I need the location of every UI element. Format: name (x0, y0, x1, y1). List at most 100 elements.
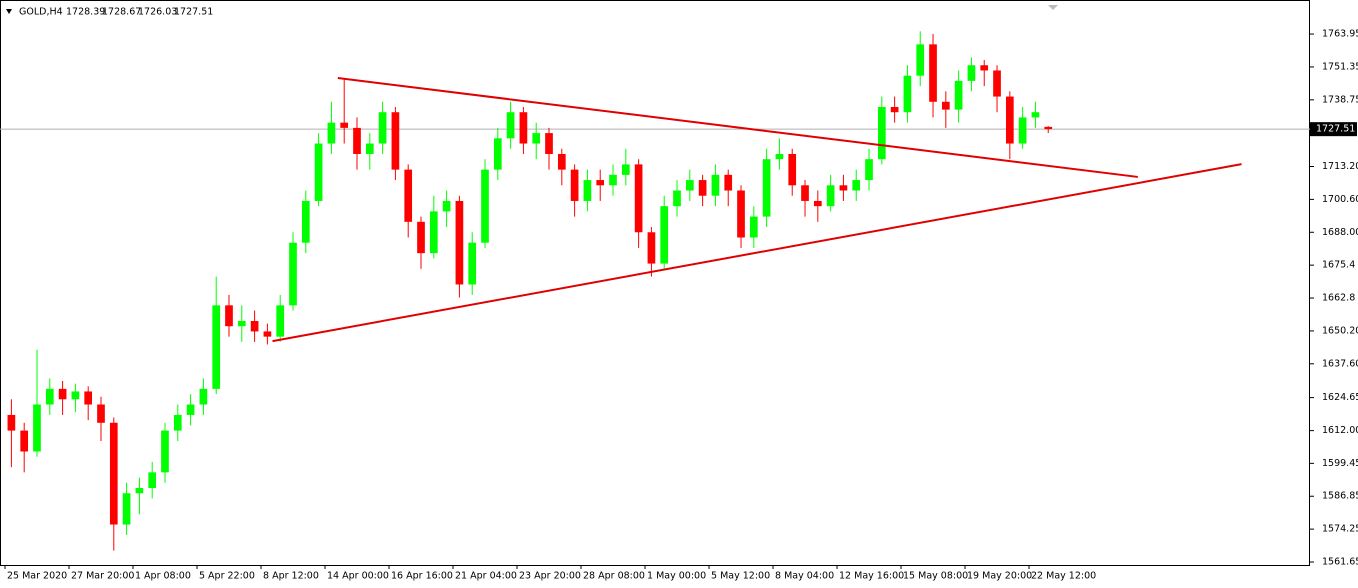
candle-body (212, 305, 221, 389)
candle-body (865, 159, 873, 181)
candle-body (493, 138, 502, 170)
y-tick-label: 1637.60 (1322, 358, 1358, 369)
y-tick-label: 1574.25 (1322, 524, 1358, 535)
candle-body (698, 180, 707, 196)
x-tick-label: 5 May 12:00 (711, 571, 770, 582)
candle-body (519, 112, 528, 144)
candle-body (301, 200, 310, 243)
candle-body (609, 174, 617, 186)
y-tick-label: 1700.60 (1322, 194, 1358, 205)
x-tick-label: 15 May 08:00 (903, 571, 968, 582)
candle-body (980, 65, 989, 71)
y-tick-label: 1713.20 (1322, 161, 1358, 172)
candle-body (442, 200, 451, 212)
candle-body (877, 106, 886, 160)
candle-body (929, 44, 937, 102)
candle-body (404, 169, 413, 222)
candle-body (660, 206, 669, 264)
header-high: 1728.67 (102, 7, 141, 18)
candle-body (417, 221, 425, 254)
x-tick-label: 5 Apr 22:00 (199, 571, 255, 582)
trendline (272, 163, 1242, 343)
candle-body (737, 190, 745, 238)
y-tick-label: 1662.8 (1322, 293, 1355, 304)
y-tick-label: 1612.00 (1322, 425, 1358, 436)
candle-body (890, 106, 899, 113)
candle-body (634, 164, 643, 233)
candle-body (570, 169, 579, 201)
candle-body (954, 80, 963, 110)
plot-frame (0, 0, 1310, 566)
candle-body (340, 122, 349, 128)
candle-body (468, 242, 477, 285)
candle-body (839, 185, 848, 191)
candle-body (967, 65, 976, 81)
candle-body (455, 200, 464, 285)
candle-body (826, 185, 835, 207)
candle-body (122, 493, 131, 525)
y-tick-label: 1688.00 (1322, 227, 1358, 238)
x-tick-label: 14 Apr 00:00 (327, 571, 389, 582)
candle-body (647, 232, 656, 264)
candle-body (993, 70, 1001, 97)
x-tick-label: 12 May 16:00 (839, 571, 904, 582)
x-tick-label: 1 Apr 08:00 (135, 571, 191, 582)
header-arrow (6, 9, 12, 14)
candle-body (583, 180, 592, 201)
candle-body (199, 388, 208, 405)
candle-body (276, 305, 285, 337)
x-tick-label: 25 Mar 2020 (7, 571, 67, 582)
candle-body (20, 430, 29, 452)
candle-body (532, 133, 541, 144)
candle-body (7, 414, 16, 431)
candle-body (557, 153, 566, 170)
candle-body (237, 320, 246, 327)
candle-body (685, 180, 694, 191)
header-low: 1726.03 (138, 7, 177, 18)
x-tick-label: 1 May 00:00 (647, 571, 706, 582)
candle-body (378, 112, 387, 144)
candle-body (429, 211, 438, 254)
y-tick-label: 1599.45 (1322, 458, 1358, 469)
candle-body (801, 185, 809, 201)
x-tick-label: 8 May 04:00 (775, 571, 834, 582)
candle-body (506, 112, 515, 139)
candle-body (1005, 96, 1014, 144)
candle-body (58, 388, 67, 400)
y-tick-label: 1751.35 (1322, 61, 1358, 72)
candle-body (71, 391, 80, 400)
candle-body (711, 174, 720, 196)
header-symbol: GOLD,H4 (19, 7, 63, 18)
candle-body (135, 488, 144, 494)
candle-body (749, 216, 758, 238)
x-tick-label: 16 Apr 16:00 (391, 571, 453, 582)
candle-body (762, 159, 771, 217)
trendline (337, 77, 1138, 178)
shift-marker (1048, 5, 1058, 10)
candle-body (161, 430, 169, 473)
candle-body (621, 164, 630, 175)
candle-body (148, 472, 157, 489)
price-label-box (1310, 122, 1357, 137)
candle-body (250, 320, 259, 332)
candle-body (1044, 126, 1053, 130)
candle-body (1031, 112, 1040, 118)
candle-body (1018, 117, 1027, 144)
candle-body (84, 391, 93, 405)
candle-body (391, 112, 400, 170)
candle-body (852, 180, 861, 191)
header-open: 1728.39 (66, 7, 105, 18)
y-tick-label: 1561.65 (1322, 556, 1358, 567)
y-tick-label: 1586.85 (1322, 491, 1358, 502)
x-tick-label: 22 May 12:00 (1031, 571, 1096, 582)
x-tick-label: 23 Apr 20:00 (519, 571, 581, 582)
candle-body (173, 414, 182, 431)
candle-body (109, 422, 118, 525)
candle-body (775, 153, 784, 160)
x-tick-label: 27 Mar 20:00 (71, 571, 134, 582)
header-close: 1727.51 (174, 7, 213, 18)
candle-body (903, 75, 912, 113)
candle-body (596, 180, 605, 186)
candle-body (314, 143, 323, 201)
